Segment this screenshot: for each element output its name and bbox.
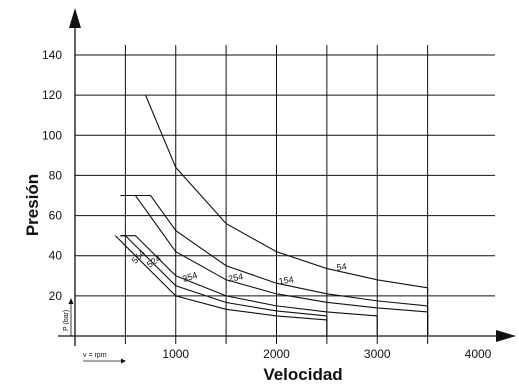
- x-unit-label: v = rpm: [83, 352, 107, 359]
- x-tick-label: 1000: [162, 347, 189, 361]
- y-axis-title: Presión: [23, 174, 42, 236]
- x-axis-arrowhead: [496, 330, 516, 342]
- y-axis-arrowhead: [69, 8, 81, 28]
- y-tick-label: 20: [49, 289, 63, 303]
- series-line-154: [120, 194, 428, 307]
- y-tick-label: 80: [49, 168, 63, 182]
- series-label-154: 154: [278, 274, 294, 286]
- axes: [58, 8, 516, 346]
- series-line-554: [114, 235, 327, 321]
- y-unit-arrowhead: [68, 298, 74, 304]
- series-label-54: 54: [336, 261, 347, 272]
- series-line-524: [120, 235, 327, 317]
- series-lines: [114, 94, 429, 336]
- y-tick-label: 100: [42, 128, 62, 142]
- x-tick-label: 3000: [364, 347, 391, 361]
- tick-labels: 20 40 60 80 100 120 140 1000 2000 3000 4000: [42, 48, 492, 361]
- x-tick-label: 4000: [465, 347, 492, 361]
- y-unit-label: P (bar): [63, 310, 70, 331]
- series-label-354: 354: [181, 270, 198, 284]
- x-tick-label: 2000: [263, 347, 290, 361]
- x-axis-title: Velocidad: [263, 365, 342, 384]
- grid: [75, 45, 495, 344]
- y-tick-label: 40: [49, 249, 63, 263]
- y-tick-label: 140: [42, 48, 62, 62]
- x-unit-arrowhead: [121, 358, 126, 364]
- series-line-254: [120, 194, 428, 313]
- series-label-554: 554: [130, 248, 147, 266]
- y-tick-label: 60: [49, 209, 63, 223]
- series-line-54: [145, 94, 428, 289]
- y-tick-label: 120: [42, 88, 62, 102]
- series-line-354: [120, 235, 378, 317]
- series-label-254: 254: [227, 271, 244, 283]
